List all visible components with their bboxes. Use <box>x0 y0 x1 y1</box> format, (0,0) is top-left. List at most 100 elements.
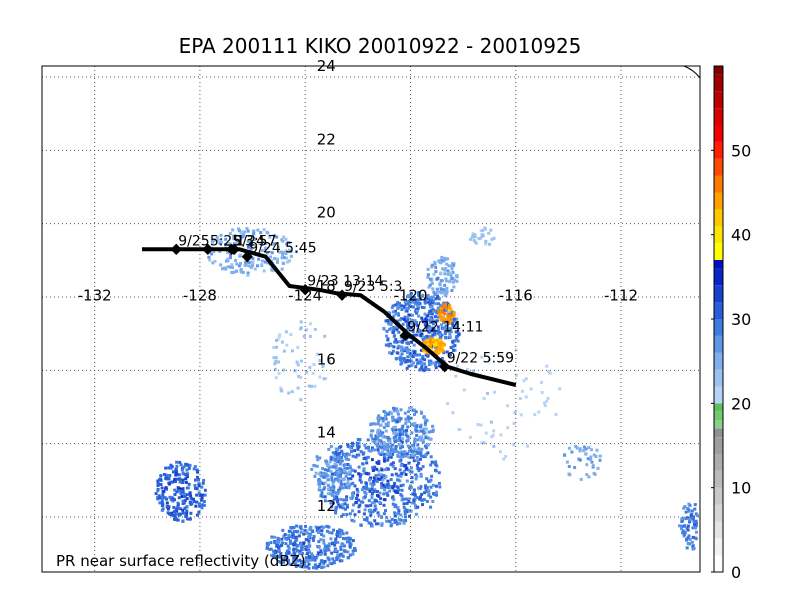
echo-cell <box>407 364 411 368</box>
echo-cell <box>399 513 403 517</box>
echo-cell <box>364 492 368 496</box>
echo-cell <box>405 428 409 432</box>
echo-cell <box>488 242 491 246</box>
echo-cell <box>183 472 187 476</box>
echo-cell <box>291 536 295 539</box>
echo-cell <box>339 484 343 488</box>
echo-cell <box>313 327 317 331</box>
echo-cell <box>445 262 449 266</box>
echo-cell <box>307 543 311 547</box>
echo-cell <box>486 391 489 395</box>
echo-cell <box>449 330 453 334</box>
echo-cell <box>364 482 368 485</box>
echo-cell <box>297 374 301 378</box>
echo-cell <box>224 237 228 241</box>
echo-cell <box>369 504 373 507</box>
echo-cell <box>440 341 444 345</box>
echo-cell <box>254 237 258 241</box>
echo-cell <box>449 308 453 312</box>
echo-cell <box>430 341 434 345</box>
echo-cell <box>421 429 425 433</box>
echo-cell <box>376 511 380 515</box>
echo-cell <box>421 329 425 333</box>
echo-cell <box>312 539 315 542</box>
echo-cell <box>335 448 339 452</box>
echo-cell <box>402 521 406 525</box>
echo-cell <box>321 467 324 471</box>
echo-cell <box>185 474 189 477</box>
echo-cell <box>347 484 351 488</box>
echo-cell <box>341 532 345 536</box>
echo-cell <box>401 437 405 440</box>
echo-cell <box>185 493 189 497</box>
echo-cell <box>302 541 306 545</box>
echo-cell <box>471 232 475 236</box>
echo-cell <box>353 449 357 453</box>
echo-cell <box>401 483 405 487</box>
echo-cell <box>376 448 380 452</box>
echo-cell <box>162 473 166 476</box>
echo-cell <box>369 422 373 426</box>
echo-cell <box>391 415 395 419</box>
echo-cell <box>419 495 422 499</box>
lon-tick-label: -128 <box>183 287 217 305</box>
echo-cell <box>388 440 392 444</box>
echo-cell <box>470 235 474 239</box>
echo-cell <box>348 512 352 516</box>
echo-cell <box>370 501 374 505</box>
echo-cell <box>680 524 684 528</box>
echo-cell <box>423 297 427 301</box>
echo-cell <box>594 455 598 458</box>
echo-cell <box>582 445 586 449</box>
echo-cell <box>299 530 303 534</box>
echo-cell <box>326 483 330 487</box>
echo-cell <box>328 478 332 481</box>
echo-cell <box>247 264 251 268</box>
echo-cell <box>385 334 388 338</box>
echo-cell <box>282 558 286 562</box>
echo-cell <box>333 540 337 544</box>
echo-cell <box>195 468 199 472</box>
echo-cell <box>200 493 204 497</box>
echo-cell <box>492 236 496 240</box>
echo-cell <box>504 455 508 458</box>
echo-cell <box>355 497 358 500</box>
echo-cell <box>310 467 314 471</box>
echo-cell <box>294 565 298 568</box>
echo-cell <box>159 477 163 481</box>
echo-cell <box>172 510 176 514</box>
echo-cell <box>407 497 411 501</box>
echo-cell <box>402 505 406 509</box>
echo-cell <box>412 333 416 337</box>
echo-cell <box>265 546 269 550</box>
echo-cell <box>379 497 383 501</box>
echo-cell <box>448 332 452 336</box>
echo-cell <box>395 327 399 331</box>
echo-cell <box>397 344 401 348</box>
echo-cell <box>362 496 366 500</box>
echo-cell <box>198 494 202 497</box>
echo-cell <box>431 299 435 303</box>
echo-cell <box>412 408 416 412</box>
echo-cell <box>265 230 269 234</box>
echo-cell <box>451 411 455 415</box>
echo-cell <box>371 469 375 472</box>
echo-cell <box>241 271 245 274</box>
echo-cell <box>341 452 345 456</box>
echo-cell <box>595 448 599 452</box>
echo-cell <box>446 330 450 333</box>
echo-cell <box>184 480 188 484</box>
echo-cell <box>436 325 440 329</box>
echo-cell <box>567 472 571 476</box>
echo-cell <box>426 451 430 455</box>
echo-cell <box>382 326 386 330</box>
echo-cell <box>423 418 427 421</box>
echo-cell <box>263 260 267 264</box>
echo-cell <box>339 545 343 549</box>
echo-cell <box>406 302 410 306</box>
echo-cell <box>395 420 399 424</box>
echo-cell <box>329 445 333 449</box>
echo-cell <box>193 465 197 469</box>
echo-cell <box>407 359 411 363</box>
echo-cell <box>540 380 543 384</box>
